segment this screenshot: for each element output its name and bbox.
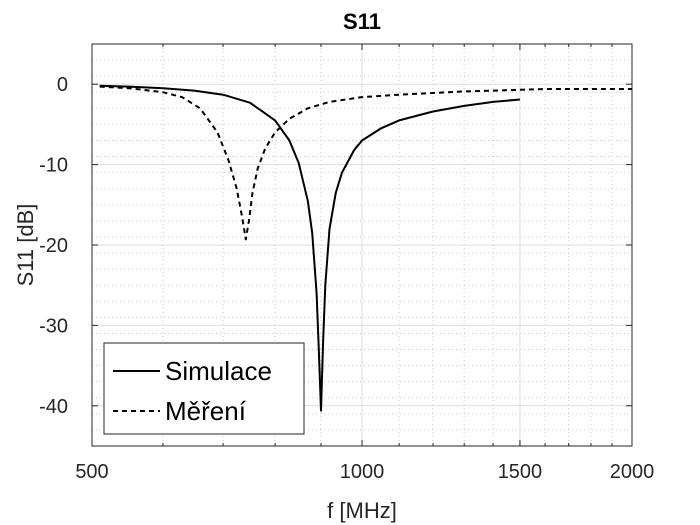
legend-label-mereni: Měření — [165, 396, 247, 426]
x-tick-label: 1500 — [498, 461, 543, 483]
y-tick-label: -20 — [39, 235, 68, 257]
series-layer — [99, 84, 632, 412]
x-tick-labels: 500 1000 1500 2000 — [75, 461, 654, 483]
y-tick-labels: 0 -10 -20 -30 -40 — [39, 74, 68, 418]
x-tick-label: 500 — [75, 461, 108, 483]
legend-box — [103, 342, 305, 435]
x-tick-label: 2000 — [610, 461, 655, 483]
y-tick-label: -30 — [39, 315, 68, 337]
legend-label-simulace: Simulace — [165, 356, 272, 386]
chart-title: S11 — [343, 9, 381, 34]
y-tick-label: -40 — [39, 396, 68, 418]
x-tick-label: 1000 — [340, 461, 385, 483]
y-tick-label: -10 — [39, 155, 68, 177]
y-axis-label: S11 [dB] — [13, 204, 38, 287]
legend: Simulace Měření — [103, 342, 305, 435]
x-axis-label: f [MHz] — [327, 498, 397, 523]
axis-ticks — [91, 44, 633, 446]
y-tick-label: 0 — [57, 74, 68, 96]
series-line-simulace — [99, 84, 520, 412]
